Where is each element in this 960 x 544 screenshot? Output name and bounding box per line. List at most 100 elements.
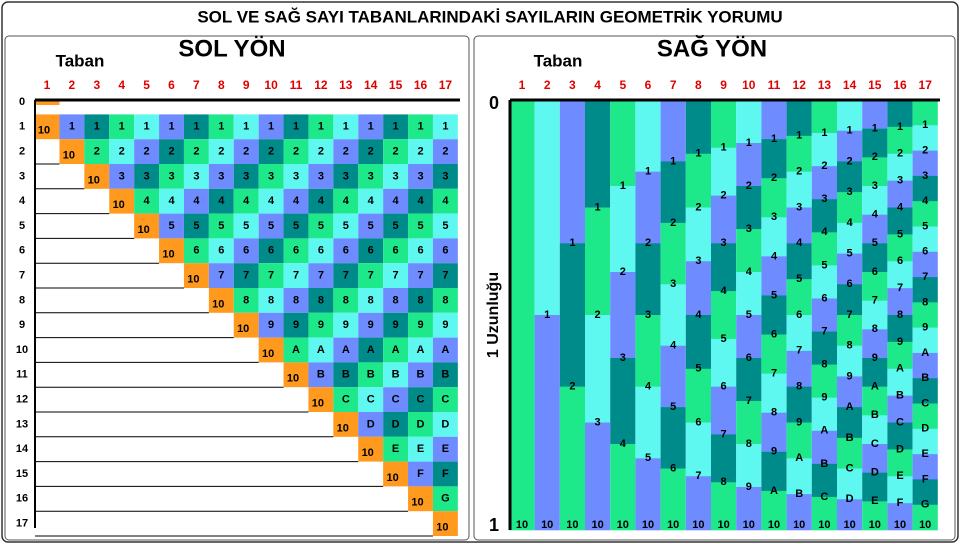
cell-bg [233, 213, 259, 239]
segment [786, 386, 812, 423]
cell-bg [408, 114, 433, 140]
mark-label: 5 [796, 273, 802, 285]
cell: 3 [318, 170, 324, 182]
segment [585, 100, 611, 208]
cell-bg [183, 263, 209, 288]
cell-bg [258, 213, 284, 239]
segment [610, 444, 636, 531]
segment [660, 345, 686, 408]
segment [534, 315, 560, 531]
segment [761, 256, 787, 296]
cell: 10 [337, 422, 349, 434]
cell: 10 [436, 522, 448, 534]
segment [585, 207, 611, 316]
segment [811, 133, 837, 167]
mark-label: 4 [796, 237, 803, 249]
cell: 7 [417, 270, 423, 282]
cell: A [367, 344, 375, 356]
cell: A [342, 344, 350, 356]
cell-bg [383, 213, 409, 239]
cell-bg [358, 337, 384, 363]
cell-bg [333, 387, 359, 412]
segment [711, 386, 737, 435]
column-label: 2 [69, 78, 76, 92]
cell: C [342, 394, 350, 406]
column-label: 1 [519, 78, 526, 92]
cell: 4 [293, 195, 300, 207]
mark-label: 3 [670, 278, 676, 290]
cell: 7 [368, 270, 374, 282]
cell-bg [109, 164, 135, 189]
cell-bg [308, 337, 334, 363]
cell: 7 [268, 270, 274, 282]
mark-label: 2 [721, 189, 727, 201]
segment [887, 180, 913, 208]
segment [761, 178, 787, 218]
column-label: 15 [389, 78, 403, 92]
cell: 2 [94, 146, 100, 158]
cell: F [417, 468, 424, 480]
mark-label: 1 [872, 123, 878, 135]
cell-bg [358, 362, 384, 388]
cell-bg [84, 164, 110, 189]
cell-bg [283, 114, 309, 140]
segment [736, 487, 762, 531]
cell: 2 [218, 146, 224, 158]
cell-bg [59, 139, 85, 164]
cell: 3 [268, 170, 274, 182]
cell: 3 [368, 170, 374, 182]
mark-label: D [846, 493, 854, 505]
mark-label: 3 [695, 255, 701, 267]
cell-bg [333, 213, 359, 239]
cell: 2 [368, 146, 374, 158]
mark-label: 9 [897, 336, 903, 348]
cell: 1 [268, 121, 274, 133]
cell: B [342, 369, 350, 381]
segment [887, 422, 913, 450]
cell-bg [408, 288, 433, 313]
cell-bg [333, 188, 359, 214]
row-label: 15 [16, 468, 28, 480]
segment [786, 350, 812, 387]
segment [887, 315, 913, 343]
segment [912, 378, 938, 404]
mark-label: B [846, 432, 854, 444]
mark-label: 5 [645, 452, 651, 464]
cell-bg [283, 263, 309, 288]
row-label: 12 [16, 394, 28, 406]
mark-label: A [795, 452, 803, 464]
cell: 1 [393, 121, 399, 133]
cell-bg [432, 164, 458, 189]
column-label: 8 [695, 78, 702, 92]
cell-bg [109, 188, 135, 214]
segment [862, 214, 888, 244]
cell: 1 [417, 121, 423, 133]
segment [887, 153, 913, 181]
cell: 6 [442, 245, 448, 257]
cell-bg [84, 114, 110, 140]
mark-label: 8 [847, 340, 853, 352]
cell-bg [358, 312, 384, 338]
segment [786, 171, 812, 208]
segment [635, 386, 661, 459]
mark-label: 5 [821, 259, 827, 271]
mark-label: 10 [516, 519, 528, 531]
cell-bg [383, 164, 409, 189]
mark-label: 1 [821, 127, 827, 139]
cell-bg [432, 362, 458, 388]
mark-label: 1 [670, 155, 676, 167]
cell: 9 [417, 319, 423, 331]
cell-bg [358, 213, 384, 239]
segment [837, 407, 863, 439]
mark-label: 5 [670, 401, 676, 413]
cell: 3 [119, 170, 125, 182]
segment [912, 175, 938, 202]
segment [912, 352, 938, 379]
mark-label: 2 [796, 166, 802, 178]
cell: 10 [187, 274, 199, 286]
mark-label: 5 [771, 289, 777, 301]
cell-bg [432, 114, 458, 140]
cell-bg [283, 213, 309, 239]
column-label: 16 [414, 78, 428, 92]
segment [811, 397, 837, 432]
